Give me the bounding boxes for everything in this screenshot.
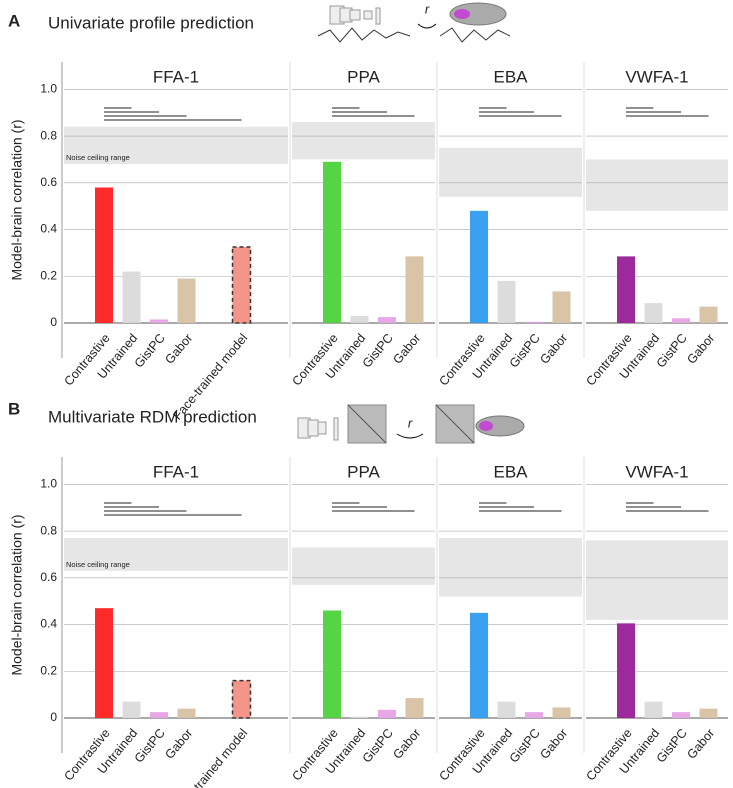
x-tick-label: GistPC	[360, 726, 396, 765]
x-tick-label: GistPC	[507, 331, 543, 370]
noise-ceiling	[439, 147, 582, 197]
bar	[231, 679, 252, 719]
schematic	[297, 404, 525, 444]
noise-ceiling	[292, 547, 435, 585]
bar	[644, 303, 663, 323]
bar	[405, 698, 424, 718]
bar	[150, 712, 168, 718]
x-tick-label: GistPC	[132, 726, 168, 765]
noise-ceiling	[64, 538, 288, 571]
bar	[231, 246, 252, 324]
panel-label: B	[8, 399, 20, 418]
bar	[95, 608, 113, 718]
bar	[323, 161, 341, 323]
subplot-title: FFA-1	[153, 462, 199, 481]
noise-ceiling-label: Noise ceiling range	[66, 153, 130, 162]
bar	[699, 306, 718, 323]
y-tick-label: 0	[50, 710, 57, 724]
y-axis-label: Model-brain correlation (r)	[9, 514, 25, 675]
y-tick-label: 0	[50, 315, 57, 329]
x-tick-label: Gabor	[537, 726, 570, 762]
x-tick-label: Gabor	[537, 331, 570, 367]
y-tick-label: 0.8	[40, 128, 57, 142]
subplot-title: FFA-1	[153, 67, 199, 86]
bar	[323, 610, 341, 718]
subplot-title: EBA	[493, 462, 528, 481]
bar	[470, 612, 488, 718]
noise-ceiling	[586, 159, 728, 211]
subplot-title: VWFA-1	[625, 462, 688, 481]
bar	[177, 708, 196, 718]
bar	[617, 623, 635, 718]
noise-ceiling-label: Noise ceiling range	[66, 560, 130, 569]
subplot-title: PPA	[347, 462, 380, 481]
bar	[525, 712, 543, 718]
bar	[699, 708, 718, 718]
bar	[525, 321, 543, 323]
x-tick-label: Gabor	[390, 331, 423, 367]
schematic-symbol: r	[425, 1, 430, 16]
noise-ceiling	[439, 538, 582, 597]
noise-ceiling	[64, 126, 288, 165]
y-axis-label: Model-brain correlation (r)	[9, 119, 25, 280]
schematic-symbol: r	[408, 415, 413, 430]
x-tick-label: Gabor	[162, 726, 195, 762]
bar	[672, 712, 690, 718]
y-tick-label: 0.2	[40, 268, 57, 282]
y-tick-label: 0.8	[40, 523, 57, 537]
bar	[177, 278, 196, 323]
y-tick-label: 1.0	[40, 82, 57, 96]
noise-ceiling	[292, 122, 435, 160]
bar	[405, 256, 424, 323]
subplot-title: VWFA-1	[625, 67, 688, 86]
bar	[552, 291, 571, 323]
y-tick-label: 0.6	[40, 175, 57, 189]
x-tick-label: Gabor	[162, 331, 195, 367]
subplot-title: EBA	[493, 67, 528, 86]
panel-title: Multivariate RDM prediction	[48, 407, 257, 426]
y-tick-label: 1.0	[40, 477, 57, 491]
bar	[644, 701, 663, 718]
x-tick-label: GistPC	[654, 331, 690, 370]
schematic	[317, 2, 511, 43]
bar	[122, 701, 141, 718]
bar	[150, 319, 168, 323]
x-tick-label: GistPC	[360, 331, 396, 370]
x-tick-label: Gabor	[684, 331, 717, 367]
bar	[378, 317, 396, 323]
panel-label: A	[8, 11, 20, 30]
y-tick-label: 0.6	[40, 570, 57, 584]
bar	[95, 187, 113, 323]
x-tick-label: Gabor	[390, 726, 423, 762]
subplot-title: PPA	[347, 67, 380, 86]
bar	[672, 318, 690, 323]
bar	[470, 210, 488, 323]
bar	[552, 707, 571, 718]
bar	[617, 256, 635, 323]
x-tick-label: GistPC	[507, 726, 543, 765]
x-tick-label: GistPC	[654, 726, 690, 765]
y-tick-label: 0.4	[40, 617, 57, 631]
x-tick-label: GistPC	[132, 331, 168, 370]
panel-title: Univariate profile prediction	[48, 13, 254, 32]
y-tick-label: 0.4	[40, 222, 57, 236]
bar	[350, 315, 369, 323]
y-tick-label: 0.2	[40, 663, 57, 677]
bar	[378, 709, 396, 718]
bar	[497, 701, 516, 718]
bar	[497, 280, 516, 323]
bar	[122, 271, 141, 323]
bar	[350, 716, 369, 718]
noise-ceiling	[586, 540, 728, 620]
x-tick-label: Gabor	[684, 726, 717, 762]
